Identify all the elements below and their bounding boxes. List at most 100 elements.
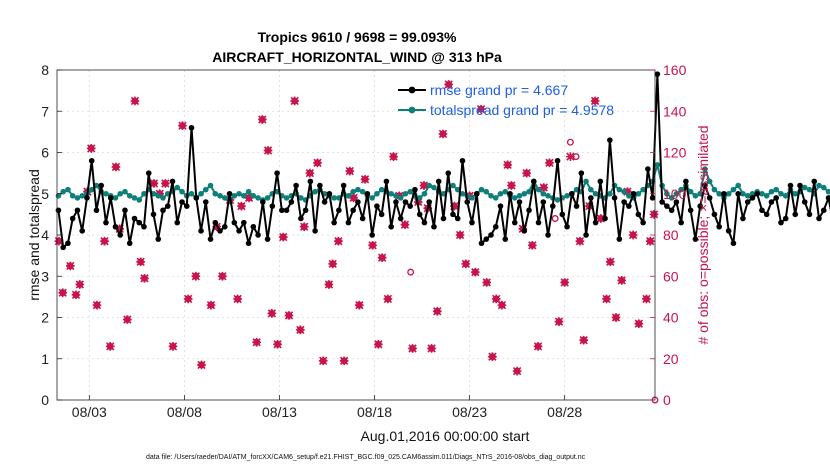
y-left-tick-label: 8 (41, 62, 49, 78)
totalspread-point (74, 195, 81, 201)
obs-assimilated-marker (244, 193, 254, 203)
totalspread-point (692, 193, 699, 199)
rmse-point (787, 182, 794, 189)
obs-assimilated-marker (528, 240, 537, 250)
totalspread-point (820, 184, 827, 191)
totalspread-point (421, 190, 428, 197)
totalspread-point (778, 190, 784, 197)
rmse-point (464, 199, 471, 205)
totalspread-point (416, 195, 423, 201)
obs-assimilated-marker (123, 315, 132, 324)
obs-assimilated-marker (136, 257, 145, 267)
rmse-point (678, 219, 684, 226)
obs-assimilated-marker (389, 152, 398, 161)
rmse-point (359, 215, 366, 222)
obs-assimilated-marker (149, 179, 159, 188)
rmse-point (236, 228, 242, 234)
obs-assimilated-marker (605, 257, 615, 267)
footnote: data file: /Users/raeder/DAI/ATM_forcXX/… (146, 454, 586, 461)
rmse-point (84, 195, 90, 201)
totalspread-point (250, 193, 257, 199)
obs-assimilated-marker (432, 306, 442, 316)
obs-assimilated-marker (305, 168, 315, 178)
totalspread-point (792, 190, 799, 197)
rmse-point (478, 240, 485, 247)
obs-assimilated-marker (408, 344, 417, 353)
obs-assimilated-marker (197, 360, 206, 370)
rmse-point (749, 195, 756, 201)
totalspread-point (768, 188, 775, 195)
plot-area (57, 70, 655, 400)
rmse-point (607, 137, 613, 143)
obs-assimilated-marker (444, 80, 454, 89)
rmse-point (169, 178, 176, 185)
totalspread-point (540, 190, 547, 197)
rmse-point (217, 228, 223, 234)
totalspread-point (222, 195, 228, 201)
obs-assimilated-marker (349, 193, 358, 203)
rmse-point (654, 71, 661, 77)
obs-assimilated-marker (512, 366, 522, 376)
obs-assimilated-marker (461, 259, 471, 269)
rmse-point (407, 203, 413, 209)
rmse-point (668, 207, 675, 214)
rmse-point (60, 244, 66, 251)
totalspread-point (697, 190, 703, 197)
x-axis: 08/03 08/08 08/13 08/18 08/23 08/28 (72, 395, 582, 420)
totalspread-point (359, 188, 366, 195)
rmse-point (98, 182, 105, 189)
totalspread-point (188, 190, 195, 197)
obs-assimilated-marker (233, 294, 242, 304)
rmse-point (207, 236, 214, 242)
totalspread-point (588, 186, 594, 193)
y-left-tick-label: 3 (41, 268, 49, 284)
totalspread-point (782, 193, 789, 199)
rmse-point (435, 178, 442, 185)
rmse-point (759, 207, 765, 214)
totalspread-point (583, 178, 589, 185)
rmse-point (450, 211, 456, 218)
obs-assimilated-marker (86, 144, 96, 153)
rmse-point (578, 170, 585, 176)
rmse-point (526, 207, 532, 214)
rmse-point (583, 232, 589, 238)
rmse-point (141, 223, 147, 230)
totalspread-point (497, 190, 504, 197)
obs-assimilated-marker (58, 288, 68, 298)
totalspread-point (744, 193, 751, 199)
rmse-point (673, 199, 680, 205)
rmse-point (473, 190, 480, 197)
obs-assimilated-marker (374, 339, 383, 349)
totalspread-point (255, 195, 261, 201)
obs-assimilated-marker (334, 236, 343, 246)
obs-assimilated-marker (263, 146, 273, 155)
rmse-point (611, 195, 618, 201)
totalspread-point (816, 182, 822, 189)
totalspread-point (516, 193, 523, 199)
rmse-point (107, 195, 114, 201)
obs-assimilated-marker (65, 261, 75, 271)
totalspread-point (711, 186, 718, 193)
rmse-point (735, 190, 741, 197)
totalspread-point (236, 190, 242, 197)
totalspread-point (763, 193, 770, 199)
obs-assimilated-marker (642, 294, 651, 304)
rmse-point (816, 215, 822, 222)
x-tick-label: 08/13 (262, 404, 297, 420)
rmse-point (317, 182, 323, 189)
totalspread-point (331, 195, 337, 201)
rmse-point (74, 207, 81, 214)
rmse-point (445, 170, 452, 176)
totalspread-point (231, 193, 238, 199)
rmse-point (431, 223, 437, 230)
totalspread-point (564, 193, 570, 199)
rmse-point (103, 219, 109, 226)
rmse-point (136, 219, 143, 226)
obs-assimilated-marker (71, 290, 81, 300)
y-left-tick-label: 0 (41, 392, 49, 408)
rmse-point (326, 190, 333, 197)
totalspread-line (57, 163, 830, 201)
rmse-point (616, 236, 623, 242)
rmse-point (683, 178, 689, 185)
